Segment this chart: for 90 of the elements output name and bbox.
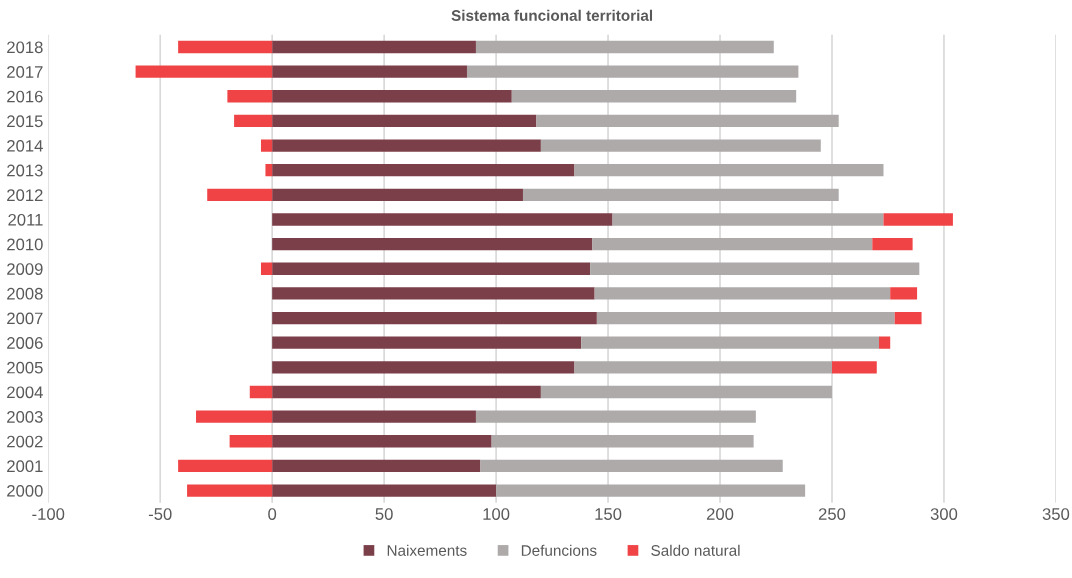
bar xyxy=(272,237,593,251)
bar xyxy=(265,164,273,177)
bar xyxy=(272,459,481,473)
bar xyxy=(581,336,880,349)
bar xyxy=(612,213,884,226)
y-tick-label: 2010 xyxy=(7,238,43,251)
bar xyxy=(207,188,273,202)
bar xyxy=(272,40,476,54)
bar xyxy=(272,361,575,374)
legend-label: Naixements xyxy=(387,544,467,556)
bar xyxy=(480,459,783,473)
bar xyxy=(227,90,273,103)
bar xyxy=(234,114,273,128)
bar xyxy=(522,188,839,202)
bar xyxy=(272,311,597,325)
y-tick-label: 2003 xyxy=(7,411,43,423)
bar xyxy=(496,484,806,497)
bar xyxy=(594,287,891,300)
bar xyxy=(260,139,273,152)
bar xyxy=(475,410,756,423)
bar xyxy=(872,237,913,251)
bar xyxy=(272,188,523,202)
bar xyxy=(272,435,492,448)
y-tick-label: 2017 xyxy=(7,66,43,78)
bar xyxy=(272,287,595,300)
bar xyxy=(536,114,839,128)
y-tick-label: 2005 xyxy=(7,361,43,374)
y-tick-label: 2004 xyxy=(7,386,43,399)
bar xyxy=(592,237,873,251)
bar xyxy=(178,459,273,473)
y-tick-label: 2015 xyxy=(7,115,43,128)
bar xyxy=(272,484,497,497)
bar xyxy=(272,262,591,275)
bar xyxy=(272,65,467,78)
y-tick-label: 2018 xyxy=(7,41,43,54)
bar xyxy=(178,40,273,54)
bar xyxy=(249,385,273,399)
bar xyxy=(574,164,884,177)
bar xyxy=(894,311,922,325)
y-tick-label: 2008 xyxy=(7,287,43,300)
bar xyxy=(272,164,575,177)
y-tick-label: 2011 xyxy=(8,213,43,226)
bar xyxy=(229,435,273,448)
legend-label: Defuncions xyxy=(521,544,597,556)
bar xyxy=(272,90,512,103)
x-tick-label: 150 xyxy=(595,508,622,520)
bar xyxy=(879,336,891,349)
bar xyxy=(187,484,273,497)
bar xyxy=(272,139,541,152)
bar xyxy=(272,336,582,349)
y-tick-label: 2009 xyxy=(7,263,43,275)
y-tick-label: 2013 xyxy=(7,164,43,177)
x-tick-label: 50 xyxy=(375,508,393,520)
bar xyxy=(883,213,953,226)
bar xyxy=(596,311,895,325)
bar xyxy=(491,435,754,448)
y-tick-label: 2014 xyxy=(7,139,43,152)
x-tick-label: -50 xyxy=(148,508,172,520)
y-tick-label: 2016 xyxy=(7,90,43,103)
legend-label: Saldo natural xyxy=(651,544,740,556)
y-tick-label: 2006 xyxy=(7,337,43,349)
y-tick-label: 2002 xyxy=(7,435,43,448)
bar xyxy=(272,410,476,423)
bar xyxy=(831,361,877,374)
x-tick-label: -100 xyxy=(32,508,65,520)
bar xyxy=(272,114,537,128)
x-tick-label: 100 xyxy=(483,508,510,520)
bar xyxy=(540,139,821,152)
bar xyxy=(260,262,273,275)
bar xyxy=(196,410,273,423)
bar xyxy=(590,262,920,275)
bar xyxy=(475,40,774,54)
x-tick-label: 250 xyxy=(818,508,846,520)
chart-title: Sistema funcional territorial xyxy=(451,9,653,21)
y-tick-label: 2007 xyxy=(7,312,43,325)
y-tick-label: 2001 xyxy=(7,460,43,473)
bar xyxy=(540,385,832,399)
x-tick-label: 200 xyxy=(706,508,734,520)
bar xyxy=(135,65,273,78)
x-tick-label: 0 xyxy=(268,508,277,520)
bar xyxy=(511,90,797,103)
bar xyxy=(890,287,918,300)
bar xyxy=(574,361,832,374)
y-tick-label: 2000 xyxy=(7,484,43,497)
bar xyxy=(466,65,799,78)
y-tick-label: 2012 xyxy=(7,189,43,202)
x-tick-label: 300 xyxy=(930,508,958,520)
x-tick-label: 350 xyxy=(1042,508,1070,520)
bar xyxy=(272,213,613,226)
bar xyxy=(272,385,541,399)
